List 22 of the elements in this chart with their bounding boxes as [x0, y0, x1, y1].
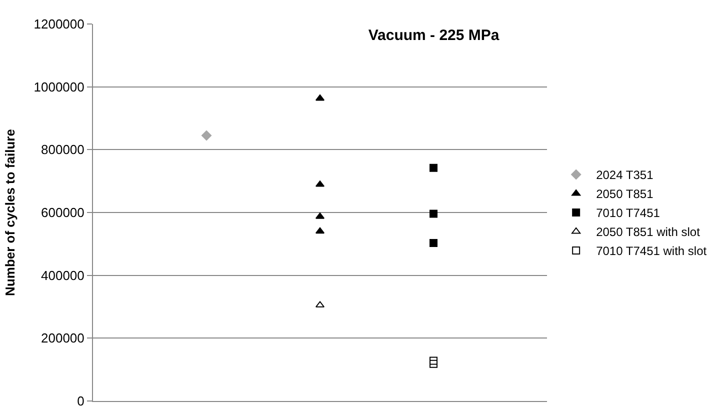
legend-label: 2050 T851 with slot [596, 225, 701, 240]
y-tick-label: 600000 [41, 205, 84, 220]
y-tick-label: 0 [77, 394, 84, 409]
y-axis-title: Number of cycles to failure [2, 129, 18, 296]
legend-label: 7010 T7451 [596, 206, 660, 220]
point [430, 356, 438, 365]
point [201, 130, 212, 141]
point [430, 210, 438, 218]
y-tick-label: 200000 [41, 330, 84, 346]
point [430, 238, 438, 247]
point [430, 164, 438, 172]
point [315, 94, 325, 101]
y-tick-label: 800000 [41, 142, 84, 158]
y-tick-label: 400000 [41, 268, 84, 283]
legend-label: 2024 T351 [596, 168, 654, 182]
legend-label: 7010 T7451 with slot [596, 244, 708, 258]
chart-title: Vacuum - 225 MPa [368, 26, 500, 44]
point [430, 360, 438, 368]
point [315, 227, 325, 234]
legend-label: 2050 T851 [596, 187, 654, 202]
y-tick-label: 1200000 [34, 16, 84, 32]
y-tick-label: 1000000 [34, 79, 84, 94]
